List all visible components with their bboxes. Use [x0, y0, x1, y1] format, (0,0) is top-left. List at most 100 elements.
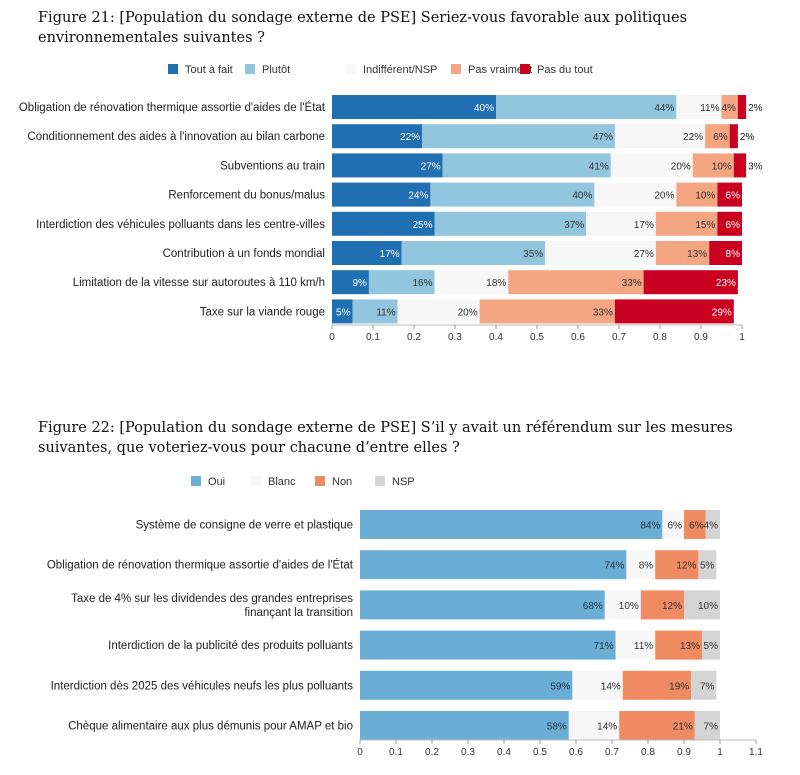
x-tick-label: 1.1 — [749, 747, 763, 758]
data-label: 58% — [547, 722, 567, 733]
bar-segment-tout-fait — [332, 124, 423, 149]
data-label: 9% — [352, 278, 367, 289]
data-label: 6% — [713, 132, 728, 143]
legend-label-plut-t: Plutôt — [262, 64, 290, 76]
data-label: 20% — [458, 307, 478, 318]
bar-segment-nsp — [705, 510, 720, 539]
category-label-line: Contribution à un fonds mondial — [163, 248, 325, 260]
category-label: Obligation de rénovation thermique assor… — [19, 101, 326, 114]
bar-segment-blanc — [615, 630, 656, 660]
bar-segment-blanc — [568, 711, 620, 740]
data-label: 68% — [583, 601, 603, 612]
x-tick-label: 0.9 — [677, 747, 691, 758]
bar-segment-non — [622, 670, 692, 700]
bar-segment-blanc — [572, 670, 623, 700]
figure-22-chart: Oui Blanc Non NSP Système de consigne de ver… — [47, 476, 763, 758]
bar-segment-blanc — [604, 590, 641, 620]
bar-segment-indiff-rent-nsp — [610, 153, 693, 178]
category-label: Conditionnement des aides à l'innovation… — [27, 131, 325, 143]
data-label: 17% — [634, 220, 654, 231]
data-label: 10% — [619, 601, 639, 612]
bar-segment-pas-du-tout — [643, 270, 738, 295]
bar-segment-tout-fait — [332, 299, 353, 324]
bar-segment-pas-du-tout — [729, 124, 738, 149]
data-label: 23% — [716, 278, 736, 289]
data-label: 41% — [589, 161, 609, 172]
bar-segment-oui — [360, 630, 616, 660]
bar-segment-nsp — [702, 630, 720, 660]
bar-segment-pas-du-tout — [709, 241, 742, 265]
data-label: 22% — [400, 132, 420, 143]
bar-segment-plut-t — [368, 270, 435, 295]
bar-segment-plut-t — [352, 299, 398, 324]
data-label: 40% — [572, 191, 592, 202]
data-label: 11% — [634, 641, 653, 652]
data-label: 2% — [748, 103, 763, 114]
category-label-line: finançant la transition — [244, 607, 353, 619]
legend-label-pas-du-tout: Pas du tout — [537, 64, 593, 76]
bar-segment-pas-du-tout — [614, 299, 734, 324]
bar-segment-oui — [360, 590, 605, 620]
bar-segment-oui — [360, 510, 663, 539]
category-label-line: Obligation de rénovation thermique assor… — [47, 559, 354, 572]
category-label-line: Chèque alimentaire aux plus démunis pour… — [68, 721, 353, 733]
data-label: 33% — [622, 278, 642, 289]
data-label: 47% — [593, 132, 613, 143]
bar-segment-tout-fait — [332, 241, 402, 265]
x-tick-label: 0.1 — [389, 747, 403, 758]
bar-segment-pas-du-tout — [737, 95, 747, 119]
data-label: 6% — [668, 521, 683, 532]
figure-22-caption: Figure 22: [Population du sondage extern… — [38, 420, 733, 456]
bar-segment-nsp — [684, 590, 720, 620]
legend-label-nsp: NSP — [392, 476, 415, 488]
data-label: 84% — [640, 521, 660, 532]
bar-segment-pas-vraiment — [721, 95, 738, 119]
x-tick-label: 0.8 — [653, 332, 667, 343]
data-label: 74% — [604, 561, 624, 572]
category-label-line: Interdiction de la publicité des produit… — [108, 640, 353, 652]
category-label-line: Renforcement du bonus/malus — [168, 190, 325, 202]
data-label: 27% — [634, 249, 654, 260]
data-label: 17% — [380, 249, 400, 260]
bar-segment-indiff-rent-nsp — [614, 124, 706, 149]
x-tick-label: 0.1 — [366, 332, 380, 343]
category-label-line: Limitation de la vitesse sur autoroutes … — [73, 277, 325, 289]
category-label: Système de consigne de verre et plastiqu… — [136, 520, 353, 532]
bar-segment-non — [655, 630, 702, 660]
category-label: Obligation de rénovation thermique assor… — [47, 559, 354, 572]
data-label: 5% — [700, 561, 715, 572]
bar-segment-oui — [360, 550, 627, 580]
data-label: 25% — [412, 220, 432, 231]
bar-segment-tout-fait — [332, 182, 431, 207]
category-label-line: Obligation de rénovation thermique assor… — [19, 101, 326, 114]
category-label: Subventions au train — [220, 160, 325, 172]
data-label: 8% — [639, 561, 654, 572]
figure-21-chart: Tout à fait Plutôt Indifférent/NSP Pas vrai… — [19, 64, 763, 343]
data-label: 6% — [726, 191, 741, 202]
data-label: 6% — [689, 521, 704, 532]
bar-segment-pas-du-tout — [717, 211, 742, 236]
bar-segment-plut-t — [434, 211, 587, 236]
bar-segment-pas-vraiment — [655, 211, 718, 236]
bar-segment-indiff-rent-nsp — [397, 299, 480, 324]
data-label: 59% — [550, 681, 570, 692]
bar-segment-tout-fait — [332, 153, 443, 178]
data-label: 3% — [748, 161, 763, 172]
data-label: 13% — [680, 641, 700, 652]
x-tick-label: 0.3 — [461, 747, 475, 758]
x-tick-label: 0.7 — [605, 747, 619, 758]
data-label: 2% — [740, 132, 755, 143]
data-label: 37% — [564, 220, 584, 231]
data-label: 12% — [676, 561, 696, 572]
data-label: 5% — [704, 641, 719, 652]
data-label: 33% — [593, 307, 613, 318]
data-label: 71% — [594, 641, 614, 652]
data-label: 16% — [412, 278, 432, 289]
bar-segment-plut-t — [430, 182, 595, 207]
x-tick-label: 0.2 — [425, 747, 439, 758]
data-label: 27% — [421, 161, 441, 172]
legend-swatch-tout-fait — [168, 64, 178, 74]
bar-segment-indiff-rent-nsp — [434, 270, 509, 295]
data-label: 11% — [700, 103, 719, 114]
category-label-line: Système de consigne de verre et plastiqu… — [136, 520, 353, 532]
